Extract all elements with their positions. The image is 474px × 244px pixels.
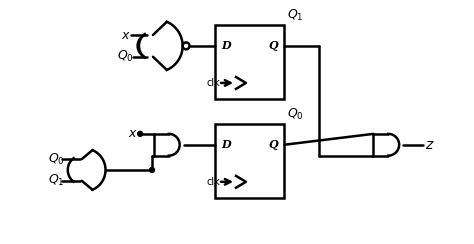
- Text: D: D: [221, 40, 231, 51]
- Text: $Q_0$: $Q_0$: [118, 49, 134, 64]
- Bar: [215, 124, 284, 198]
- Text: $Q_0$: $Q_0$: [287, 107, 304, 122]
- Text: $Q_1$: $Q_1$: [287, 8, 304, 23]
- Circle shape: [137, 131, 143, 136]
- Text: clk: clk: [206, 78, 220, 88]
- Text: Q: Q: [269, 139, 279, 150]
- Text: clk: clk: [206, 177, 220, 187]
- Text: $Q_1$: $Q_1$: [48, 173, 65, 188]
- Text: $x$: $x$: [128, 127, 138, 140]
- Circle shape: [182, 42, 190, 49]
- Bar: [215, 25, 284, 99]
- Text: Q: Q: [269, 40, 279, 51]
- Text: $x$: $x$: [121, 29, 131, 41]
- Text: D: D: [221, 139, 231, 150]
- Circle shape: [149, 167, 155, 173]
- Text: $Q_0$: $Q_0$: [48, 152, 65, 167]
- Text: $z$: $z$: [425, 138, 434, 152]
